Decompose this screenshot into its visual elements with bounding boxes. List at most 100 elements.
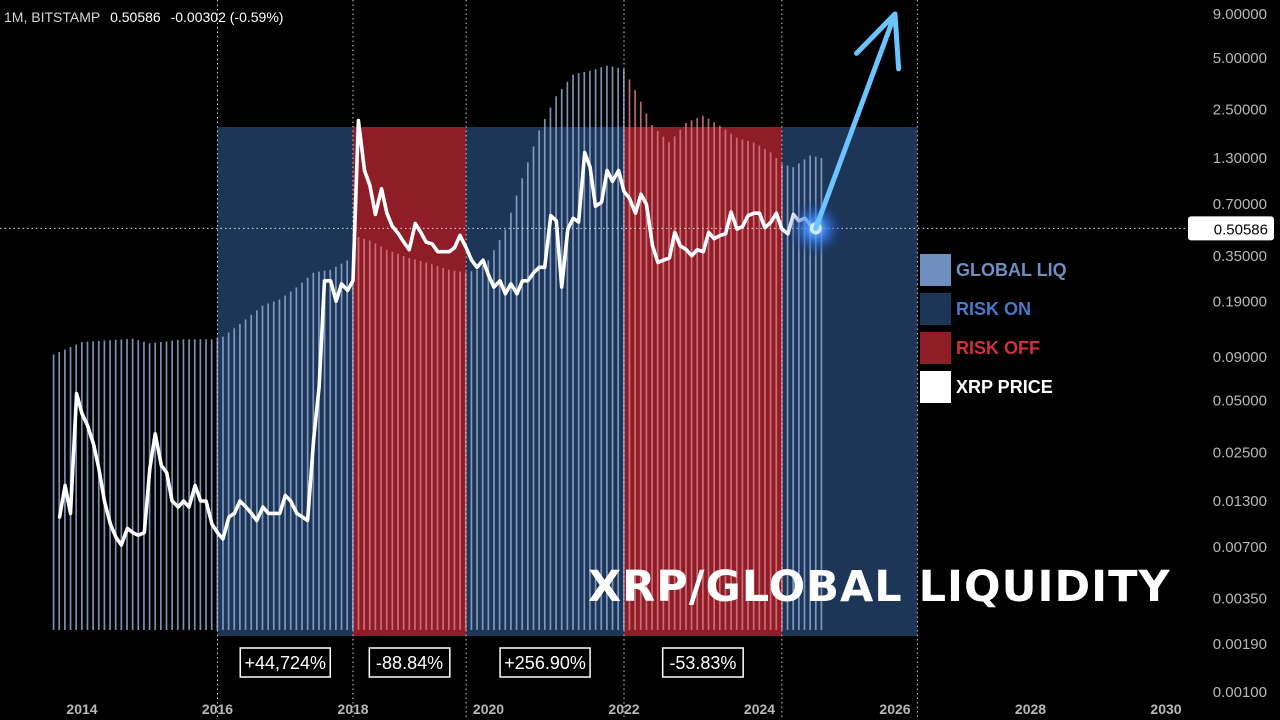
- projection-arrow-shaft: [813, 11, 898, 231]
- legend-swatch: [920, 254, 951, 286]
- liq-bar: [205, 339, 207, 630]
- liq-bar: [803, 159, 806, 630]
- y-tick-label: 0.00350: [1213, 591, 1267, 608]
- liq-bar: [261, 305, 264, 630]
- liq-bar: [436, 266, 439, 630]
- y-tick-label: 1.30000: [1213, 150, 1267, 167]
- x-tick-label: 2030: [1150, 701, 1181, 717]
- liq-bar: [758, 145, 761, 630]
- x-tick-label: 2028: [1015, 701, 1046, 717]
- global-liq-bars: [52, 65, 823, 630]
- price-change: -0.00302 (-0.59%): [170, 9, 284, 25]
- liq-bar: [97, 340, 100, 630]
- x-tick-label: 2022: [608, 701, 639, 717]
- liq-bar: [126, 339, 128, 630]
- chart-title: XRP/GLOBAL LIQUIDITY: [588, 562, 1171, 612]
- liq-bar: [730, 133, 732, 630]
- x-tick-label: 2014: [66, 701, 97, 717]
- liq-bar: [165, 341, 168, 630]
- liq-bar: [182, 339, 185, 630]
- liq-bar: [696, 118, 699, 630]
- liq-bar: [284, 295, 286, 630]
- liq-bar: [329, 269, 332, 630]
- liq-bar: [295, 287, 298, 630]
- change-label: -88.84%: [368, 647, 451, 678]
- liq-bar: [521, 178, 524, 630]
- xrp-price-series: [57, 118, 818, 547]
- liq-bar: [566, 81, 569, 630]
- liq-bar: [470, 271, 473, 630]
- liq-bar: [357, 237, 360, 630]
- vertical-markers: [217, 0, 918, 720]
- y-tick-label: 0.70000: [1213, 196, 1267, 213]
- liq-bar: [368, 240, 371, 630]
- x-tick-label: 2026: [879, 701, 910, 717]
- liq-bar: [685, 122, 687, 630]
- liq-bar: [154, 342, 157, 630]
- liq-bar: [52, 354, 55, 630]
- liq-bar: [572, 74, 574, 630]
- x-tick-label: 2016: [202, 701, 233, 717]
- liq-bar: [543, 118, 546, 630]
- liq-bar: [589, 70, 591, 630]
- liq-bar: [510, 212, 512, 630]
- liq-bar: [702, 115, 704, 630]
- legend-item-xrp-price: XRP PRICE: [920, 371, 1067, 403]
- liq-bar: [560, 88, 563, 630]
- liq-bar: [797, 163, 800, 630]
- liq-bar: [340, 263, 343, 630]
- liq-bar: [431, 264, 433, 630]
- liq-bar: [555, 96, 557, 630]
- x-tick-label: 2018: [337, 701, 368, 717]
- liq-bar: [538, 130, 540, 630]
- y-tick-label: 0.01300: [1213, 493, 1267, 510]
- liq-bar: [775, 158, 778, 630]
- current-price-badge-text: 0.50586: [1214, 221, 1268, 238]
- liq-bar: [188, 339, 190, 630]
- change-label: -53.83%: [661, 647, 744, 678]
- liq-bar: [425, 262, 428, 630]
- liq-bar: [278, 299, 281, 630]
- liq-bar: [216, 338, 219, 630]
- liq-bar: [622, 68, 625, 630]
- liq-bar: [75, 344, 78, 630]
- liq-bar: [487, 260, 490, 630]
- liq-bar: [233, 328, 236, 630]
- liq-bar: [577, 73, 580, 630]
- liq-bar: [323, 270, 326, 630]
- y-tick-label: 0.35000: [1213, 248, 1267, 265]
- change-label-box: [239, 647, 331, 678]
- liq-bar: [402, 255, 405, 630]
- change-label-box: [661, 647, 744, 678]
- liq-bar: [86, 341, 89, 630]
- liq-bar: [504, 229, 507, 630]
- liq-bar: [634, 90, 636, 630]
- liq-bar: [143, 341, 145, 630]
- liq-bar: [820, 157, 823, 630]
- y-tick-label: 0.19000: [1213, 293, 1267, 310]
- liq-bar: [131, 338, 134, 630]
- liq-bar: [453, 270, 456, 630]
- last-price: 0.50586: [110, 9, 161, 25]
- legend-label: XRP PRICE: [956, 376, 1053, 397]
- liq-bar: [442, 267, 445, 630]
- liq-bar: [58, 352, 61, 630]
- change-label-box: [499, 647, 591, 678]
- y-tick-label: 5.00000: [1213, 50, 1267, 67]
- liq-bar: [255, 310, 258, 630]
- liq-bar: [250, 314, 253, 630]
- liq-bar: [752, 142, 755, 630]
- liq-bar: [114, 339, 117, 630]
- liq-bar: [351, 249, 354, 630]
- liq-bar: [515, 195, 518, 630]
- liq-bar: [769, 152, 772, 630]
- liq-bar: [690, 120, 693, 630]
- ticker-header: 1M, BITSTAMP 0.50586 -0.00302 (-0.59%): [4, 9, 289, 25]
- projection-arrow-head: [854, 11, 902, 72]
- liq-bar: [306, 277, 309, 630]
- legend: GLOBAL LIQ RISK ON RISK OFF XRP PRICE: [920, 254, 1067, 410]
- liq-bar: [718, 125, 721, 630]
- liq-bar: [662, 136, 665, 630]
- liq-bar: [301, 282, 303, 630]
